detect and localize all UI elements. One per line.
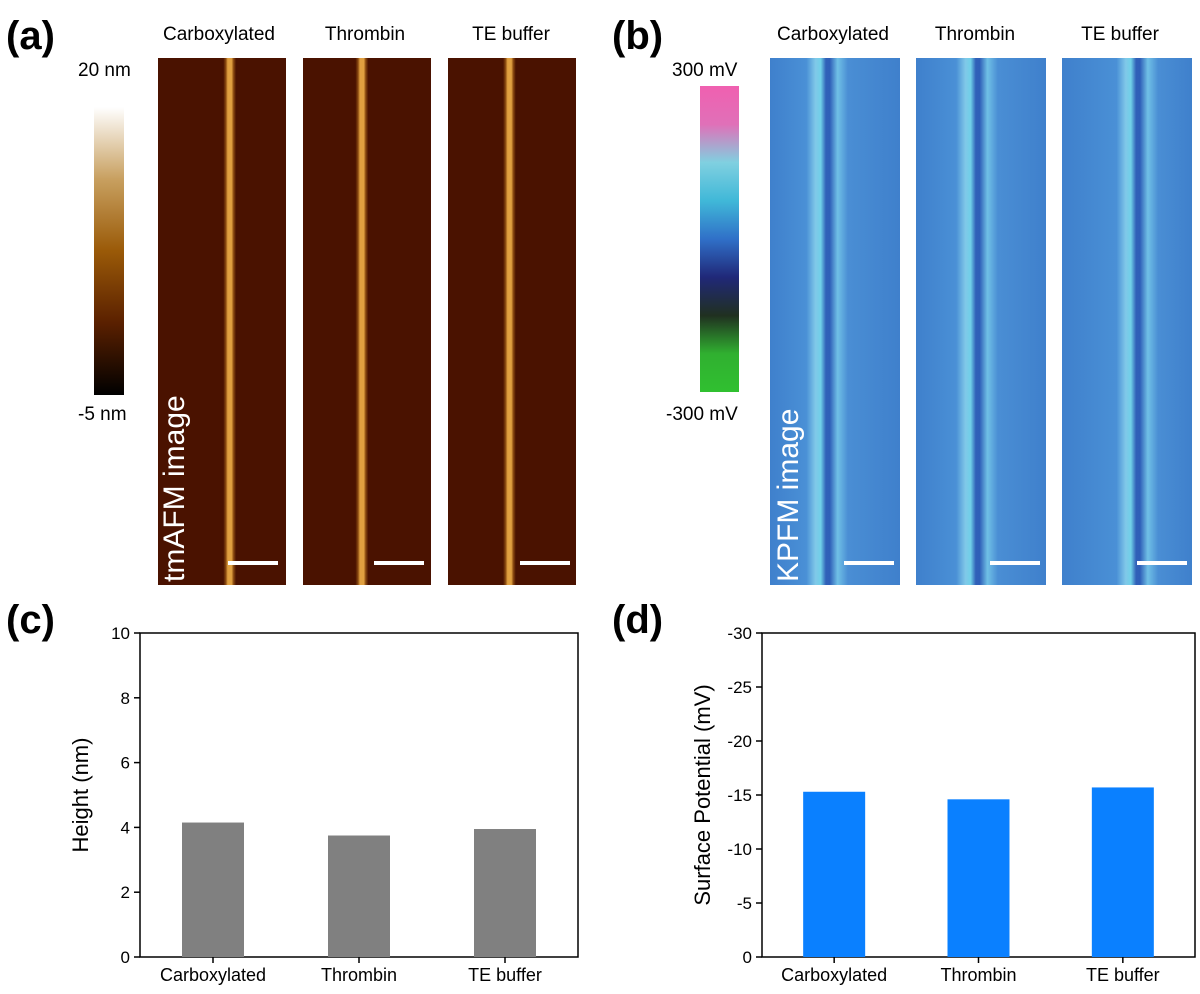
- x-tick-label: TE buffer: [1086, 965, 1160, 985]
- scale-bar: [374, 561, 424, 565]
- y-tick-label: 0: [743, 948, 752, 967]
- column-title-b-thrombin: Thrombin: [934, 24, 1016, 45]
- y-axis-label: Surface Potential (mV): [690, 684, 715, 905]
- scale-bar: [1137, 561, 1187, 565]
- x-tick-label: Carboxylated: [160, 965, 266, 985]
- surface-potential-bar-chart: 0 -5 -10 -15 -20 -25 -30 Carboxylated Thrombin TE…: [690, 624, 1196, 985]
- afm-image-thrombin: [303, 58, 431, 585]
- x-tick-label: TE buffer: [468, 965, 542, 985]
- height-bar-chart: 0 2 4 6 8 10 Carboxylated Thrombin TE buffer Heig…: [68, 624, 579, 985]
- colorbar-a-min-label: -5 nm: [78, 404, 127, 425]
- y-tick-label: -30: [727, 624, 752, 643]
- bar: [182, 822, 244, 957]
- y-tick-label: -15: [727, 786, 752, 805]
- x-tick-label: Thrombin: [321, 965, 397, 985]
- x-tick-label: Carboxylated: [781, 965, 887, 985]
- panel-label-b: (b): [612, 14, 664, 58]
- y-tick-label: 8: [121, 689, 130, 708]
- scale-bar: [228, 561, 278, 565]
- column-title-b-carboxylated: Carboxylated: [777, 24, 889, 45]
- kpfm-image-te-buffer: [1062, 58, 1192, 585]
- bar: [947, 799, 1010, 957]
- bar: [803, 791, 866, 957]
- y-tick-label: -20: [727, 732, 752, 751]
- colorbar-b: [700, 86, 739, 392]
- bar: [474, 829, 536, 957]
- y-tick-label: -5: [737, 894, 752, 913]
- panel-label-a: (a): [6, 14, 55, 58]
- y-axis-label: Height (nm): [68, 738, 93, 853]
- scale-bar: [990, 561, 1040, 565]
- tmafm-image-label: tmAFM image: [158, 395, 191, 582]
- y-tick-label: -10: [727, 840, 752, 859]
- panel-label-d: (d): [612, 598, 664, 642]
- kpfm-image-thrombin: [916, 58, 1046, 585]
- kpfm-image-carboxylated: [770, 58, 900, 585]
- y-tick-label: 6: [121, 754, 130, 773]
- column-title-a-thrombin: Thrombin: [324, 24, 406, 45]
- afm-image-carboxylated: [158, 58, 286, 585]
- y-tick-label: 4: [121, 818, 130, 837]
- x-tick-label: Thrombin: [940, 965, 1016, 985]
- column-title-a-carboxylated: Carboxylated: [163, 24, 275, 45]
- y-tick-label: 0: [121, 948, 130, 967]
- y-tick-label: 10: [111, 624, 130, 643]
- bar: [328, 835, 390, 957]
- afm-image-te-buffer: [448, 58, 576, 585]
- colorbar-a: [94, 107, 124, 395]
- scale-bar: [844, 561, 894, 565]
- y-tick-label: 2: [121, 883, 130, 902]
- colorbar-a-max-label: 20 nm: [78, 60, 131, 81]
- kpfm-image-label: KPFM image: [772, 408, 805, 582]
- scale-bar: [520, 561, 570, 565]
- colorbar-b-max-label: 300 mV: [672, 60, 738, 81]
- column-title-a-te-buffer: TE buffer: [472, 24, 550, 45]
- colorbar-b-min-label: -300 mV: [666, 404, 738, 425]
- column-title-b-te-buffer: TE buffer: [1081, 24, 1159, 45]
- panel-label-c: (c): [6, 598, 55, 642]
- y-tick-label: -25: [727, 678, 752, 697]
- bar: [1091, 787, 1154, 957]
